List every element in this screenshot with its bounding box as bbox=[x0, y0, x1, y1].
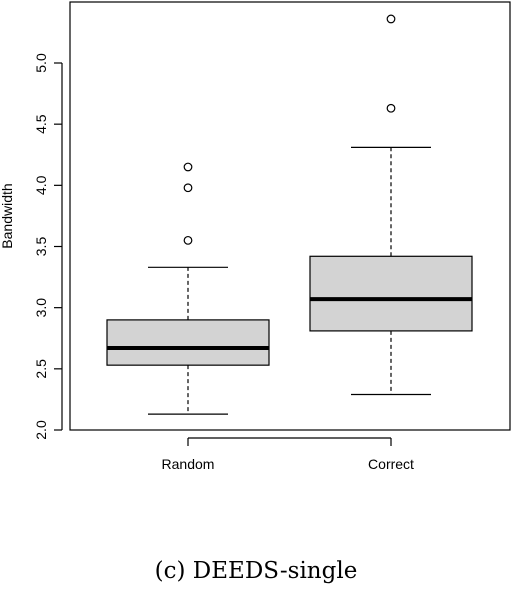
y-tick-label: 2.0 bbox=[33, 420, 49, 440]
y-axis-title: Bandwidth bbox=[0, 183, 15, 248]
y-tick-label: 3.5 bbox=[33, 237, 49, 257]
box-random bbox=[106, 319, 270, 366]
outlier-point-random bbox=[183, 183, 193, 193]
x-tick-label: Random bbox=[162, 456, 215, 472]
y-tick-label: 4.0 bbox=[33, 175, 49, 195]
x-tick-label: Correct bbox=[368, 456, 414, 472]
y-tick-label: 5.0 bbox=[33, 53, 49, 73]
outlier-point-correct bbox=[386, 14, 396, 24]
figure-caption: (c) DEEDS-single bbox=[154, 558, 358, 584]
outlier-point-correct bbox=[386, 103, 396, 113]
box-correct bbox=[309, 255, 473, 332]
plot-frame bbox=[69, 1, 511, 431]
boxplot-chart: 2.0 2.5 3.0 3.5 4.0 4.5 5.0 Bandwidth Random Corr… bbox=[0, 1, 511, 472]
y-tick-label: 4.5 bbox=[33, 114, 49, 134]
y-tick-label: 3.0 bbox=[33, 298, 49, 318]
outlier-point-random bbox=[183, 235, 193, 245]
outlier-point-random bbox=[183, 162, 193, 172]
y-tick-label: 2.5 bbox=[33, 359, 49, 379]
